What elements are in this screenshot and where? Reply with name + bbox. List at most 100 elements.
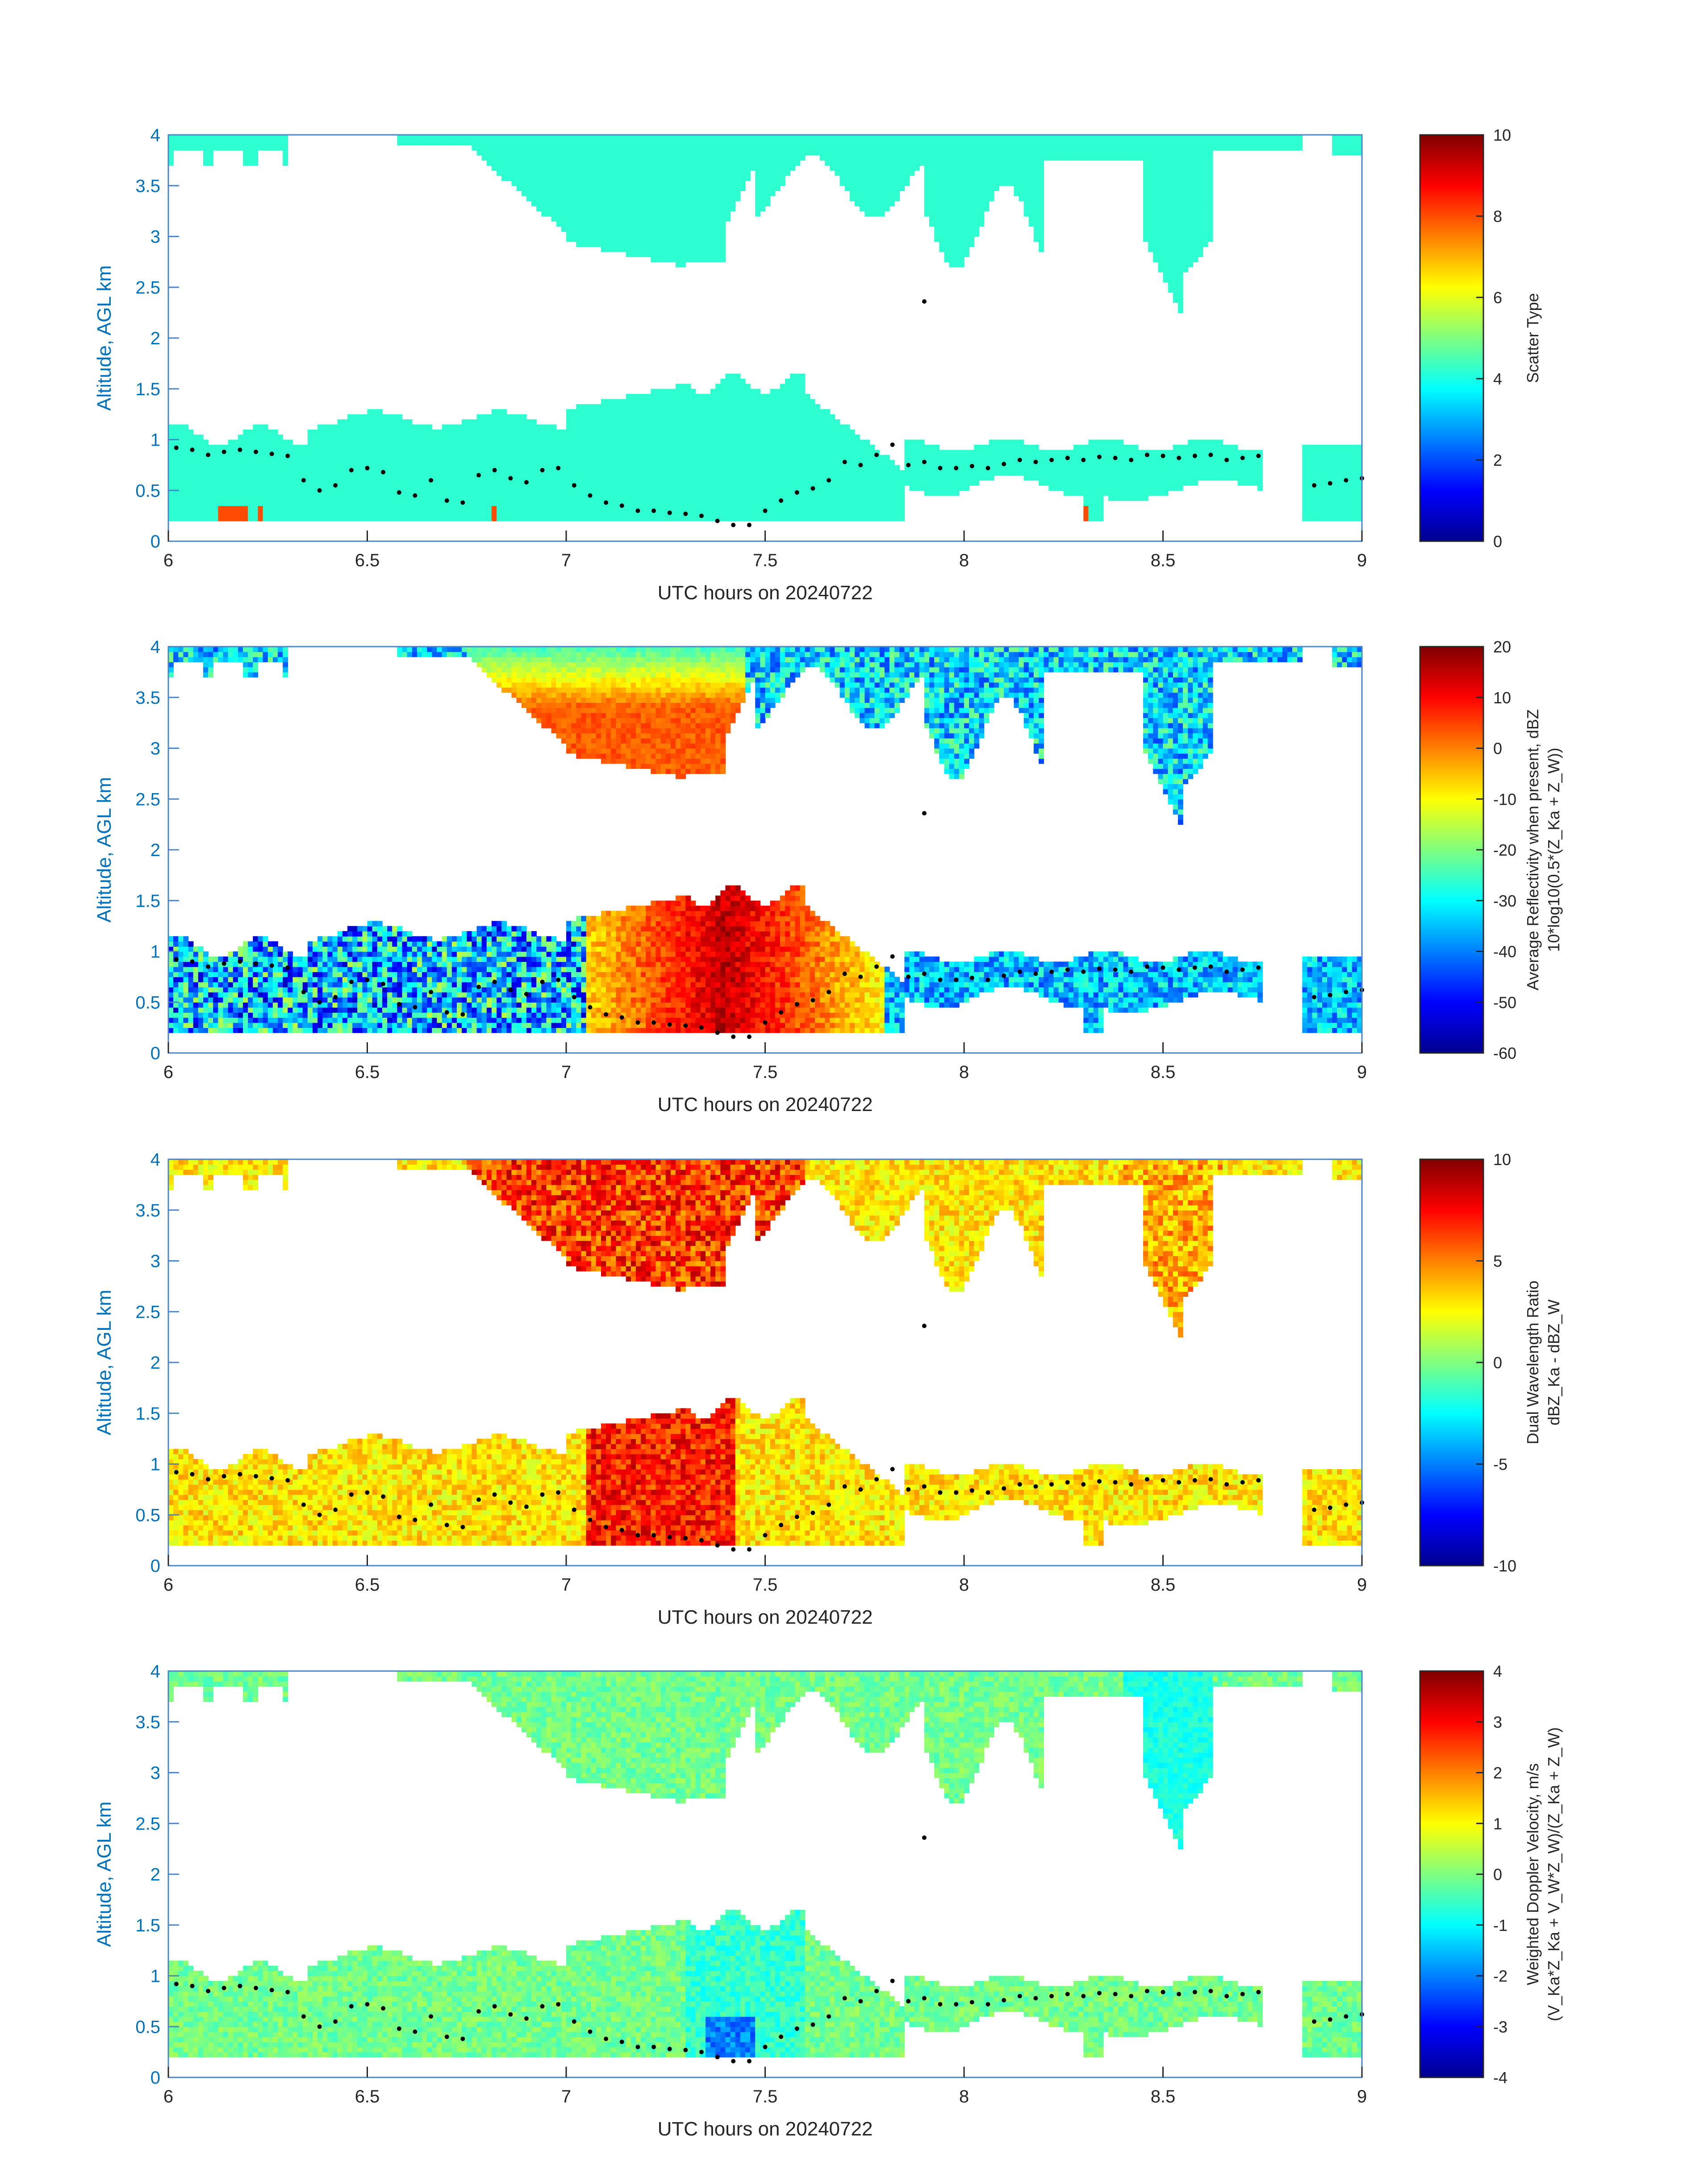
- heatmap-cell: [835, 135, 840, 140]
- heatmap-cell: [472, 516, 477, 521]
- heatmap-cell: [482, 155, 487, 161]
- heatmap-cell: [397, 450, 402, 455]
- heatmap-cell: [377, 424, 383, 430]
- heatmap-cell: [681, 160, 686, 166]
- heatmap-cell: [522, 475, 527, 481]
- heatmap-cell: [656, 201, 661, 206]
- heatmap-cell: [864, 506, 870, 511]
- heatmap-cell: [646, 501, 651, 506]
- heatmap-cell: [919, 155, 925, 161]
- heatmap-cell: [347, 481, 353, 486]
- heatmap-cell: [367, 450, 373, 455]
- heatmap-cell: [661, 145, 666, 150]
- heatmap-cell: [536, 206, 542, 211]
- heatmap-cell: [750, 511, 756, 516]
- heatmap-cell: [472, 501, 477, 506]
- heatmap-cell: [745, 404, 751, 409]
- heatmap-cell: [447, 135, 452, 140]
- heatmap-cell: [676, 490, 681, 496]
- heatmap-cell: [869, 470, 875, 476]
- heatmap-cell: [720, 445, 726, 450]
- heatmap-cell: [427, 496, 432, 501]
- heatmap-cell: [939, 455, 944, 460]
- heatmap-cell: [487, 135, 492, 140]
- heatmap-cell: [517, 460, 522, 465]
- heatmap-cell: [676, 394, 681, 399]
- heatmap-cell: [725, 394, 731, 399]
- heatmap-cell: [735, 501, 741, 506]
- heatmap-cell: [875, 501, 880, 506]
- heatmap-cell: [571, 221, 576, 226]
- heatmap-cell: [427, 516, 432, 521]
- heatmap-cell: [347, 511, 353, 516]
- heatmap-cell: [641, 247, 646, 252]
- heatmap-cell: [412, 450, 418, 455]
- heatmap-cell: [894, 506, 900, 511]
- heatmap-cell: [795, 135, 800, 140]
- heatmap-cell: [292, 516, 298, 521]
- heatmap-cell: [278, 450, 283, 455]
- heatmap-cell: [631, 404, 636, 409]
- heatmap-cell: [934, 221, 940, 226]
- heatmap-cell: [676, 496, 681, 501]
- heatmap-cell: [168, 490, 174, 496]
- heatmap-cell: [864, 171, 870, 176]
- heatmap-cell: [591, 160, 597, 166]
- heatmap-cell: [715, 440, 721, 445]
- heatmap-cell: [775, 399, 781, 405]
- heatmap-cell: [681, 419, 686, 425]
- heatmap-cell: [616, 490, 621, 496]
- heatmap-cell: [830, 460, 835, 465]
- heatmap-cell: [959, 247, 965, 252]
- heatmap-cell: [676, 160, 681, 166]
- heatmap-cell: [606, 165, 611, 171]
- heatmap-cell: [715, 455, 721, 460]
- heatmap-cell: [641, 196, 646, 201]
- heatmap-cell: [944, 257, 950, 262]
- heatmap-cell: [666, 206, 671, 211]
- heatmap-cell: [815, 501, 820, 506]
- heatmap-cell: [656, 175, 661, 181]
- heatmap-cell: [934, 445, 940, 450]
- heatmap-cell: [596, 465, 601, 470]
- heatmap-cell: [934, 196, 940, 201]
- heatmap-cell: [253, 145, 258, 150]
- heatmap-cell: [875, 511, 880, 516]
- heatmap-cell: [656, 206, 661, 211]
- heatmap-cell: [815, 496, 820, 501]
- heatmap-cell: [243, 145, 248, 150]
- heatmap-cell: [626, 201, 631, 206]
- heatmap-cell: [626, 445, 631, 450]
- heatmap-cell: [750, 496, 756, 501]
- heatmap-cell: [731, 160, 736, 166]
- heatmap-cell: [576, 455, 581, 460]
- heatmap-cell: [591, 485, 597, 491]
- heatmap-cell: [795, 150, 800, 155]
- heatmap-cell: [526, 485, 532, 491]
- heatmap-cell: [303, 470, 308, 476]
- heatmap-cell: [845, 424, 850, 430]
- heatmap-cell: [929, 221, 935, 226]
- heatmap-cell: [885, 186, 890, 191]
- heatmap-cell: [188, 460, 194, 465]
- heatmap-cell: [581, 165, 586, 171]
- heatmap-cell: [875, 150, 880, 155]
- heatmap-cell: [601, 135, 606, 140]
- heatmap-cell: [949, 455, 955, 460]
- heatmap-cell: [681, 430, 686, 435]
- heatmap-cell: [298, 496, 303, 501]
- heatmap-cell: [631, 490, 636, 496]
- heatmap-cell: [362, 511, 367, 516]
- heatmap-cell: [352, 490, 358, 496]
- heatmap-cell: [875, 196, 880, 201]
- heatmap-cell: [904, 150, 910, 155]
- heatmap-cell: [188, 440, 194, 445]
- heatmap-cell: [372, 424, 378, 430]
- heatmap-cell: [198, 490, 204, 496]
- heatmap-cell: [512, 490, 517, 496]
- heatmap-cell: [616, 201, 621, 206]
- heatmap-cell: [482, 516, 487, 521]
- heatmap-cell: [944, 186, 950, 191]
- heatmap-cell: [586, 206, 592, 211]
- heatmap-cell: [412, 470, 418, 476]
